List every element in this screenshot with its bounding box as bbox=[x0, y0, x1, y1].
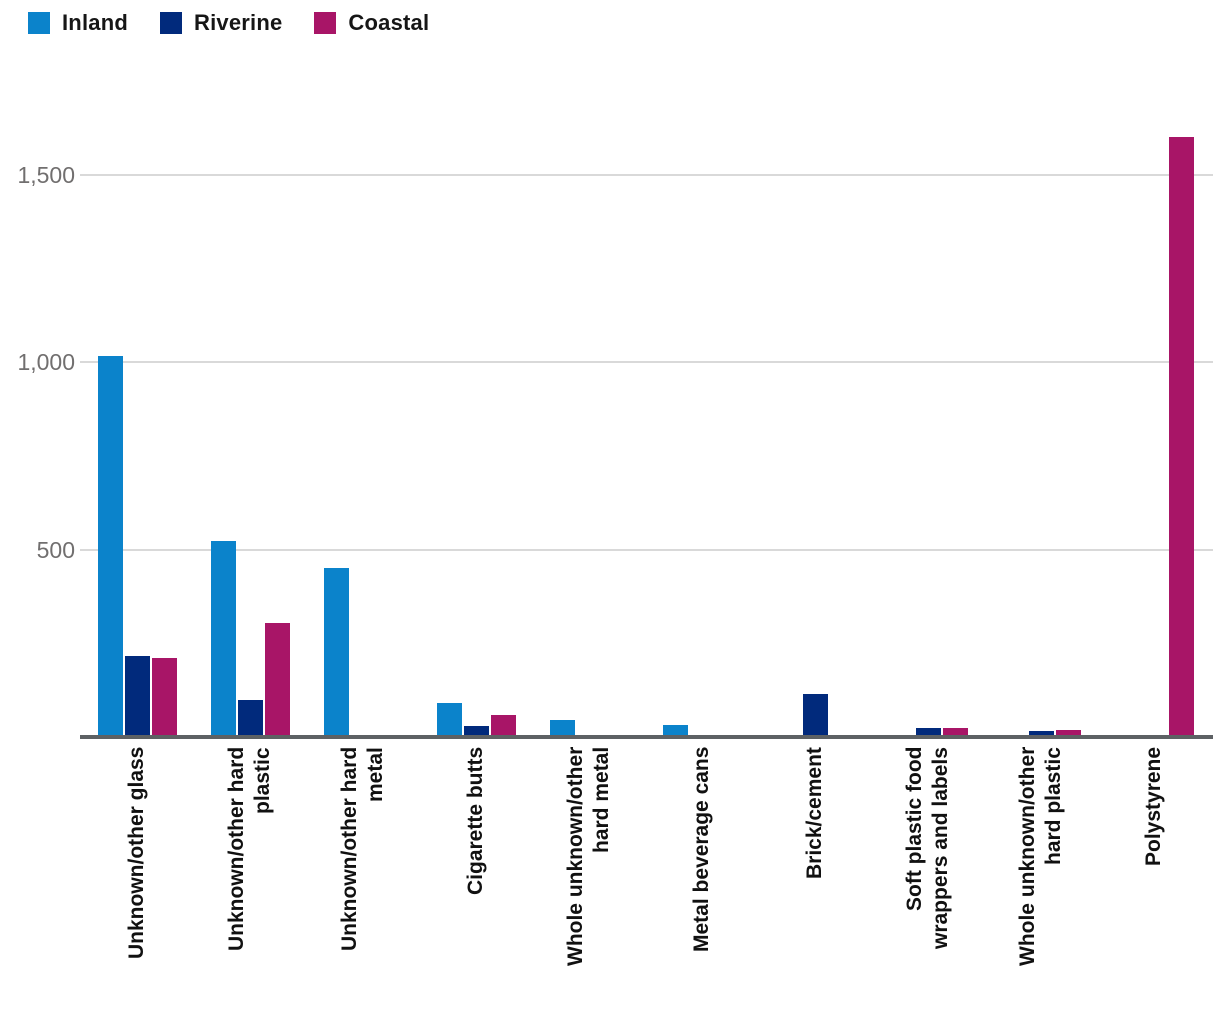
x-label-brick-cement: Brick/cement bbox=[802, 747, 826, 879]
x-label-whole-unknown-other-hard-metal: Whole unknown/other hard metal bbox=[563, 747, 613, 967]
x-label-unknown-other-hard-plastic: Unknown/other hard plastic bbox=[224, 747, 274, 952]
bar-inland-cigarette-butts bbox=[436, 703, 462, 737]
x-axis-labels: Unknown/other glass Unknown/other hard pl… bbox=[80, 747, 1213, 1013]
y-axis: 500 1,000 1,500 bbox=[0, 90, 75, 737]
plot-area bbox=[80, 90, 1213, 737]
bar-inland-unknown-other-hard-metal bbox=[323, 567, 349, 737]
bar-coastal-unknown-other-glass bbox=[151, 658, 177, 737]
bar-inland-unknown-other-glass bbox=[97, 356, 123, 737]
legend-label-inland: Inland bbox=[62, 10, 128, 35]
bar-riverine-soft-plastic-food-wrappers-and-labels bbox=[915, 728, 941, 737]
bar-coastal-soft-plastic-food-wrappers-and-labels bbox=[942, 728, 968, 737]
bar-coastal-whole-unknown-other-hard-plastic bbox=[1055, 729, 1081, 737]
gridline-1000 bbox=[80, 361, 1213, 363]
x-label-unknown-other-hard-metal: Unknown/other hard metal bbox=[337, 747, 387, 952]
y-tick-label-500: 500 bbox=[36, 536, 75, 563]
bar-riverine-cigarette-butts bbox=[463, 726, 489, 737]
riverine-swatch-icon bbox=[159, 12, 182, 34]
x-axis-line bbox=[80, 735, 1213, 739]
chart-legend: Inland Riverine Coastal bbox=[28, 10, 429, 36]
y-tick-label-1000: 1,000 bbox=[17, 349, 75, 375]
legend-item-inland[interactable]: Inland bbox=[28, 10, 128, 36]
bar-riverine-brick-cement bbox=[802, 694, 828, 737]
inland-swatch-icon bbox=[28, 12, 50, 34]
bar-coastal-cigarette-butts bbox=[490, 715, 516, 737]
bar-riverine-unknown-other-glass bbox=[124, 656, 150, 737]
bar-coastal-polystyrene bbox=[1168, 137, 1194, 737]
x-label-metal-beverage-cans: Metal beverage cans bbox=[689, 747, 713, 953]
bar-inland-metal-beverage-cans bbox=[662, 724, 688, 737]
bar-inland-unknown-other-hard-plastic bbox=[210, 541, 236, 737]
x-label-cigarette-butts: Cigarette butts bbox=[463, 747, 487, 896]
y-tick-label-1500: 1,500 bbox=[17, 161, 75, 188]
bar-riverine-whole-unknown-other-hard-plastic bbox=[1028, 731, 1054, 737]
gridline-1500 bbox=[80, 173, 1213, 176]
legend-label-riverine: Riverine bbox=[193, 10, 283, 35]
gridline-500 bbox=[80, 548, 1213, 551]
legend-item-coastal[interactable]: Coastal bbox=[314, 10, 429, 36]
x-label-whole-unknown-other-hard-plastic: Whole unknown/other hard plastic bbox=[1015, 747, 1065, 967]
coastal-swatch-icon bbox=[314, 12, 337, 34]
x-label-soft-plastic-food-wrappers-and-labels: Soft plastic food wrappers and labels bbox=[902, 747, 952, 949]
bar-coastal-unknown-other-hard-plastic bbox=[264, 623, 290, 737]
x-label-unknown-other-glass: Unknown/other glass bbox=[124, 747, 148, 960]
bar-riverine-unknown-other-hard-plastic bbox=[237, 700, 263, 737]
legend-label-coastal: Coastal bbox=[348, 10, 430, 35]
x-label-polystyrene: Polystyrene bbox=[1141, 747, 1165, 867]
bar-inland-whole-unknown-other-hard-metal bbox=[549, 720, 575, 737]
legend-item-riverine[interactable]: Riverine bbox=[159, 10, 283, 36]
